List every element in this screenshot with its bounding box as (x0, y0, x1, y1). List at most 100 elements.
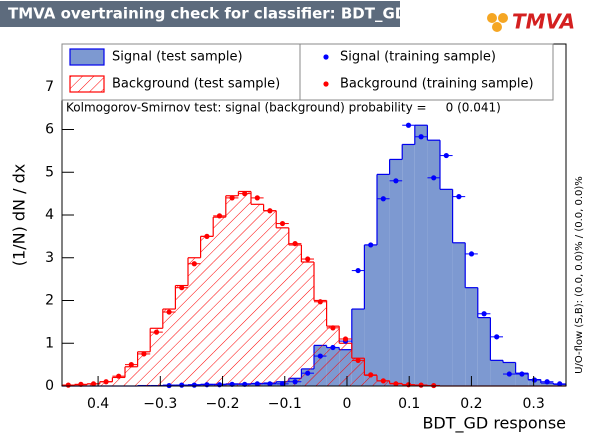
data-point (317, 299, 323, 305)
title-bar (0, 1, 400, 27)
data-point (65, 382, 71, 388)
hist-bar (427, 140, 440, 386)
x-tick-label: −0.3 (143, 396, 177, 412)
y-tick-label: 1 (45, 335, 54, 351)
data-point (166, 309, 172, 315)
legend-marker (323, 81, 329, 87)
data-point (103, 379, 109, 385)
hist-bar (125, 366, 138, 386)
data-point (254, 195, 260, 201)
hist-bar (440, 189, 453, 386)
hist-bar (389, 159, 403, 386)
data-point (216, 213, 223, 219)
hist-bar (515, 373, 529, 386)
hist-bar (175, 285, 188, 386)
data-point (393, 381, 399, 387)
data-point (494, 334, 500, 340)
data-point (468, 251, 475, 257)
hist-bar (490, 360, 503, 386)
legend-label: Signal (test sample) (112, 50, 243, 65)
hist-bar (364, 244, 377, 386)
data-point (405, 122, 412, 128)
hist-bar (112, 377, 125, 386)
data-point (380, 196, 386, 202)
data-point (342, 336, 349, 342)
data-point (544, 379, 550, 385)
hist-bar (200, 236, 214, 386)
legend-swatch (69, 48, 105, 66)
hist-bar (213, 217, 226, 386)
data-point (355, 267, 361, 274)
hist-bar (339, 343, 352, 386)
legend-marker (323, 54, 329, 60)
data-point (204, 382, 210, 388)
data-point (330, 325, 336, 331)
data-point (191, 382, 197, 388)
logo: TMVA (487, 10, 575, 34)
data-point (418, 134, 424, 140)
data-point (179, 285, 185, 291)
logo-text: TMVA (512, 10, 575, 34)
data-point (267, 208, 273, 214)
data-point (405, 382, 412, 388)
data-point (179, 382, 185, 388)
data-point (443, 152, 449, 159)
x-axis-label: BDT_GD response (422, 414, 566, 434)
hist-bar (540, 383, 554, 386)
hist-bar (238, 191, 251, 386)
data-point (254, 381, 260, 387)
x-tick-label: 0.3 (523, 396, 545, 412)
data-point (216, 382, 223, 388)
hist-bar (314, 300, 327, 386)
data-point (153, 329, 160, 335)
ks-test: Kolmogorov-Smirnov test: signal (backgro… (66, 101, 501, 115)
data-point (418, 382, 424, 388)
y-tick-label: 2 (45, 293, 54, 309)
data-point (279, 381, 286, 387)
data-point (292, 241, 298, 247)
y-tick-label: 6 (45, 122, 54, 138)
data-point (368, 372, 374, 378)
data-point (380, 378, 386, 384)
hist-bar (188, 257, 201, 386)
data-point (531, 377, 538, 383)
x-tick-label: −0.2 (206, 396, 240, 412)
plot-area: 0 1 2 3 4 5 6 7 0.4 −0.3 −0.2 −0.1 0 0.1 0.2 0.3 Signal … (45, 43, 567, 412)
hist-bar (263, 210, 277, 386)
hist-bar (377, 174, 390, 386)
x-tick-label: 0 (343, 396, 352, 412)
hist-bar (452, 242, 466, 386)
data-point (355, 357, 361, 363)
hist-bar (251, 204, 264, 386)
y-tick-label: 5 (45, 164, 54, 180)
hist-bar (528, 379, 541, 386)
logo-dot (498, 13, 508, 23)
hist-bar (326, 326, 340, 386)
data-point (431, 175, 437, 181)
data-point (456, 194, 462, 200)
x-tick-label: 0.1 (398, 396, 420, 412)
data-point (317, 353, 323, 359)
y-axis-label: (1/N) dN / dx (10, 164, 29, 266)
data-point (506, 371, 512, 377)
y-tick-label: 7 (45, 79, 54, 95)
legend-label: Signal (training sample) (340, 50, 496, 65)
data-point (242, 191, 248, 197)
hist-bar (150, 328, 163, 386)
data-point (204, 233, 210, 239)
data-point (229, 195, 235, 201)
hist-bar (364, 375, 377, 386)
legend-label: Background (training sample) (340, 77, 534, 92)
hist-bar (276, 227, 289, 386)
x-tick-label: 0.2 (460, 396, 482, 412)
y-tick-label: 4 (45, 207, 54, 223)
hist-bar (162, 309, 176, 386)
legend-box (299, 43, 554, 101)
data-point (292, 379, 298, 385)
y-tick-label: 3 (45, 250, 54, 266)
overflow-note: U/O-flow (S,B): (0.0, 0.0)% / (0.0, 0.0)… (574, 176, 585, 374)
hist-bar (477, 317, 491, 386)
data-point (305, 256, 311, 262)
logo-dot (492, 22, 502, 32)
